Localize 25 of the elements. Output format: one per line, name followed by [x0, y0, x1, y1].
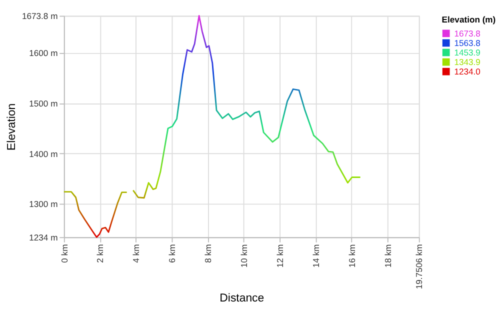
color-bar-label: 1453.9: [454, 47, 481, 58]
x-tick-label: 19.7506 km: [414, 244, 424, 290]
y-tick-label: 1400 m: [29, 148, 58, 159]
x-tick-label: 0 km: [59, 244, 70, 263]
y-tick-label: 1500 m: [29, 98, 58, 109]
y-tick-label: 1600 m: [29, 48, 58, 58]
x-tick-label: 8 km: [203, 244, 214, 263]
color-bar-label: 1234.0: [454, 66, 481, 76]
color-bar-label: 1563.8: [454, 38, 481, 48]
x-tick-label: 10 km: [238, 244, 249, 268]
x-tick-label: 4 km: [131, 244, 142, 263]
y-tick-label: 1673.8 m: [22, 11, 58, 22]
y-tick-label: 1300 m: [29, 199, 58, 210]
color-bar-title: Elevation (m): [442, 14, 496, 24]
color-bar-label: 1673.8: [454, 28, 481, 38]
x-tick-label: 16 km: [346, 244, 357, 268]
y-tick-label: 1234 m: [29, 232, 58, 242]
x-tick-label: 6 km: [167, 244, 178, 263]
x-tick-label: 18 km: [382, 244, 393, 268]
y-axis-title: Elevation: [6, 103, 18, 150]
x-axis-title: Distance: [220, 292, 264, 305]
x-tick-label: 14 km: [310, 244, 321, 268]
color-bar-label: 1343.9: [454, 56, 481, 67]
x-tick-label: 2 km: [95, 244, 106, 263]
x-tick-label: 12 km: [274, 244, 285, 268]
